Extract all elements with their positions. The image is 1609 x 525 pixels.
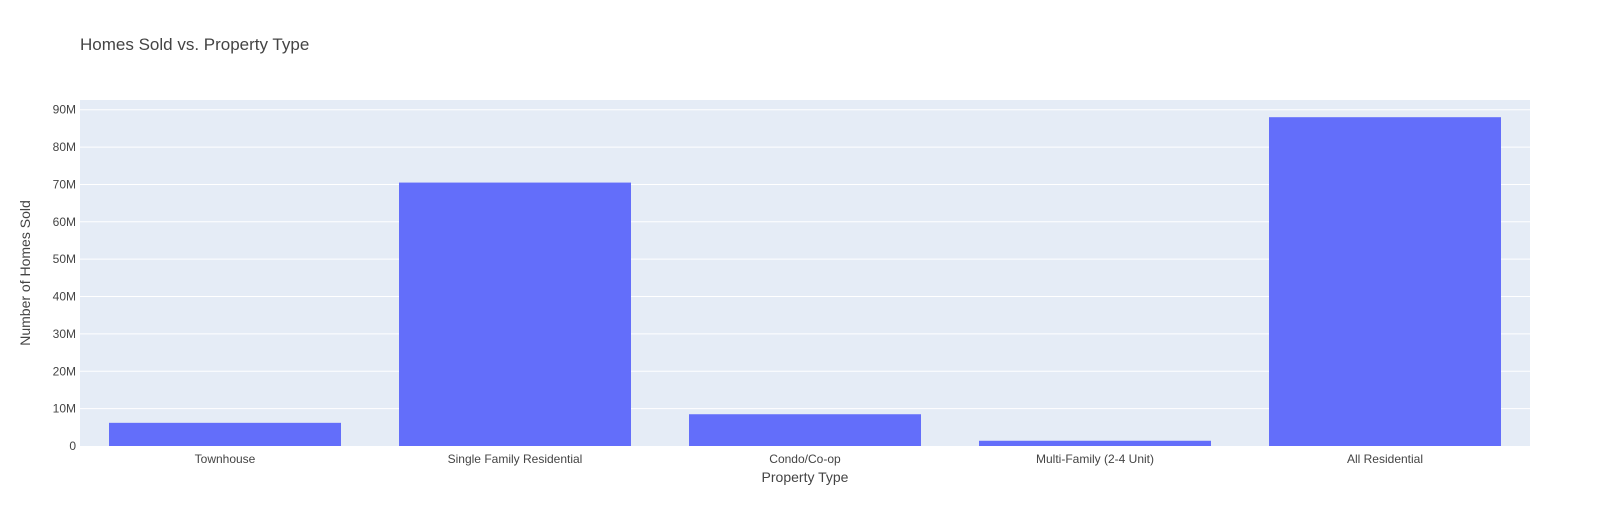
x-tick-label: All Residential [1347,452,1423,466]
bar[interactable] [1269,117,1501,447]
x-tick-label: Multi-Family (2-4 Unit) [1036,452,1154,466]
bar[interactable] [689,414,921,446]
x-axis-title: Property Type [762,469,849,485]
y-tick-label: 30M [53,327,76,341]
y-tick-label: 10M [53,402,76,416]
x-tick-label: Single Family Residential [448,452,583,466]
y-tick-label: 60M [53,215,76,229]
y-tick-label: 90M [53,103,76,117]
x-tick-label: Condo/Co-op [769,452,841,466]
bar[interactable] [399,182,631,447]
y-tick-label: 0 [69,439,76,453]
chart-title: Homes Sold vs. Property Type [80,35,309,54]
x-tick-label: Townhouse [195,452,256,466]
y-tick-label: 20M [53,364,76,378]
y-tick-label: 50M [53,252,76,266]
y-tick-label: 40M [53,290,76,304]
y-tick-label: 70M [53,177,76,191]
bars [109,117,1501,447]
bar[interactable] [979,440,1211,446]
y-axis-ticks: 0 10M 20M 30M 40M 50M 60M 70M 80M 90M [53,103,77,453]
y-axis-title: Number of Homes Sold [17,200,33,346]
y-tick-label: 80M [53,140,76,154]
bar[interactable] [109,422,341,446]
x-axis-ticks: Townhouse Single Family Residential Condo/… [195,452,1423,466]
